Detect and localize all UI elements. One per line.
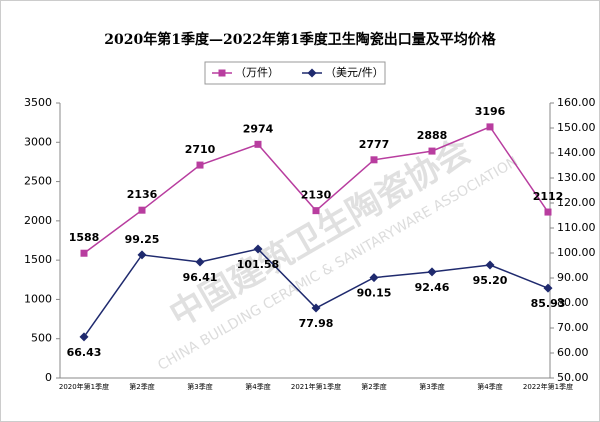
data-label: 85.93 — [531, 297, 566, 310]
y-tick-label: 3000 — [24, 135, 52, 148]
marker — [311, 303, 321, 313]
marker — [196, 161, 204, 169]
marker — [80, 249, 88, 257]
data-label: 92.46 — [415, 281, 450, 294]
marker — [312, 207, 320, 215]
data-label: 90.15 — [357, 287, 392, 300]
data-label: 1588 — [69, 231, 100, 244]
y2-tick-label: 80.00 — [557, 296, 589, 309]
y2-tick-label: 90.00 — [557, 271, 589, 284]
y-tick-label: 500 — [31, 332, 52, 345]
marker — [138, 206, 146, 214]
marker — [544, 208, 552, 216]
data-label: 2112 — [533, 190, 564, 203]
marker — [195, 257, 205, 267]
marker — [370, 156, 378, 164]
x-tick-label: 第2季度 — [129, 382, 154, 391]
marker — [369, 273, 379, 283]
x-tick-label: 2022年第1季度 — [523, 382, 573, 391]
marker — [254, 140, 262, 148]
x-tick-label: 第2季度 — [361, 382, 386, 391]
marker — [253, 244, 263, 254]
marker — [137, 250, 147, 260]
legend-box — [204, 61, 386, 85]
y2-tick-label: 50.00 — [557, 371, 589, 384]
x-tick-label: 第4季度 — [477, 382, 502, 391]
y-tick-label: 0 — [45, 371, 52, 384]
data-label: 95.20 — [473, 274, 508, 287]
y2-tick-label: 110.00 — [557, 221, 596, 234]
y-tick-label: 1000 — [24, 292, 52, 305]
data-label: 96.41 — [183, 271, 218, 284]
marker — [543, 283, 553, 293]
y-tick-label: 3500 — [24, 96, 52, 109]
data-label: 2710 — [185, 143, 216, 156]
data-label: 101.58 — [237, 258, 279, 271]
x-tick-label: 第3季度 — [419, 382, 444, 391]
x-tick-label: 2020年第1季度 — [59, 382, 109, 391]
y-tick-label: 2500 — [24, 175, 52, 188]
x-tick-label: 第3季度 — [187, 382, 212, 391]
data-label: 2136 — [127, 188, 158, 201]
chart-title: 2020年第1季度—2022年第1季度卫生陶瓷出口量及平均价格 — [104, 31, 496, 48]
y2-tick-label: 120.00 — [557, 196, 596, 209]
y2-tick-label: 100.00 — [557, 246, 596, 259]
y-tick-label: 2000 — [24, 214, 52, 227]
marker — [485, 260, 495, 270]
data-label: 3196 — [475, 105, 506, 118]
y2-tick-label: 60.00 — [557, 346, 589, 359]
marker — [427, 267, 437, 277]
data-label: 99.25 — [125, 233, 160, 246]
legend-label: （万件） — [235, 66, 279, 79]
y2-tick-label: 150.00 — [557, 121, 596, 134]
legend-marker — [307, 68, 317, 78]
data-label: 2777 — [359, 138, 390, 151]
y-tick-label: 1500 — [24, 253, 52, 266]
y2-tick-label: 70.00 — [557, 321, 589, 334]
marker — [428, 147, 436, 155]
legend-marker — [218, 69, 226, 77]
y2-tick-label: 130.00 — [557, 171, 596, 184]
data-label: 2974 — [243, 122, 274, 135]
data-label: 2888 — [417, 129, 448, 142]
data-label: 66.43 — [67, 346, 102, 359]
marker — [486, 123, 494, 131]
y2-tick-label: 140.00 — [557, 146, 596, 159]
y2-tick-label: 160.00 — [557, 96, 596, 109]
data-label: 77.98 — [299, 317, 334, 330]
legend-label: （美元/件） — [325, 66, 384, 79]
marker — [79, 332, 89, 342]
data-label: 2130 — [301, 189, 332, 202]
x-tick-label: 第4季度 — [245, 382, 270, 391]
x-tick-label: 2021年第1季度 — [291, 382, 341, 391]
